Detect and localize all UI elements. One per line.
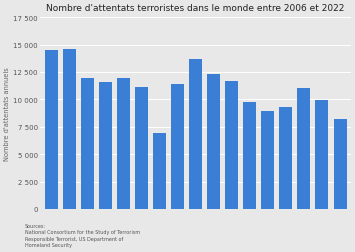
Bar [117,79,130,209]
Bar [99,82,112,209]
Bar [153,134,166,209]
Y-axis label: Nombre d'attentats annuels: Nombre d'attentats annuels [4,67,10,160]
Bar [316,101,328,209]
Bar [171,85,184,209]
Bar [261,112,274,209]
Bar [189,59,202,209]
Bar [63,50,76,209]
Bar [207,75,220,209]
Text: Sources:
National Consortium for the Study of Terrorism
Responsible Terrorist, U: Sources: National Consortium for the Stu… [25,223,140,247]
Bar [135,88,148,209]
Bar [243,102,256,209]
Title: Nombre d'attentats terroristes dans le monde entre 2006 et 2022: Nombre d'attentats terroristes dans le m… [47,4,345,13]
Bar [297,89,310,209]
Bar [333,119,346,209]
Bar [225,81,238,209]
Bar [81,79,94,209]
Bar [279,108,293,209]
Bar [45,51,58,209]
